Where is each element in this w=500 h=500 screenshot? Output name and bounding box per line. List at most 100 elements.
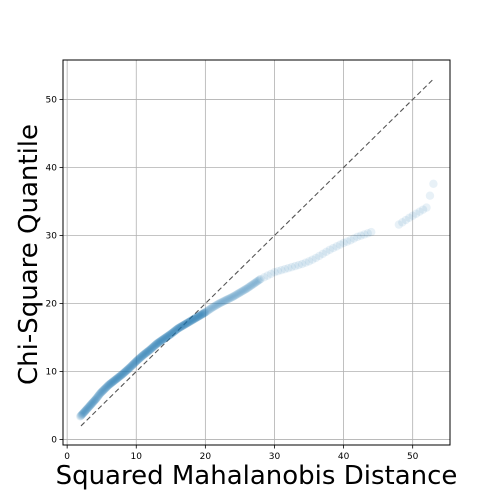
- data-point: [118, 370, 127, 379]
- data-point: [143, 347, 152, 356]
- data-point: [111, 375, 120, 384]
- data-point: [126, 362, 136, 371]
- data-point: [158, 335, 168, 344]
- data-point: [181, 319, 190, 329]
- data-point: [161, 333, 171, 342]
- data-point: [128, 361, 137, 370]
- data-point: [76, 412, 85, 421]
- data-point: [100, 385, 109, 394]
- data-point: [229, 291, 239, 301]
- data-point: [167, 329, 176, 338]
- data-point: [270, 268, 279, 277]
- data-point: [209, 302, 218, 312]
- data-point: [349, 234, 359, 243]
- data-point: [189, 315, 198, 324]
- data-point: [154, 338, 163, 347]
- data-point: [133, 356, 142, 365]
- data-point: [203, 306, 212, 316]
- data-point: [176, 322, 186, 331]
- data-point: [215, 298, 225, 308]
- data-point: [106, 378, 116, 388]
- data-point: [322, 247, 331, 257]
- data-point: [398, 218, 407, 227]
- data-point: [82, 404, 92, 414]
- data-point: [335, 240, 345, 249]
- data-point: [116, 371, 125, 381]
- data-point: [174, 323, 184, 333]
- data-point: [88, 398, 97, 408]
- x-tick-label: 40: [338, 452, 350, 462]
- data-point: [311, 253, 321, 263]
- data-point: [184, 317, 194, 327]
- data-point: [110, 376, 119, 385]
- data-point: [195, 311, 205, 320]
- data-point: [315, 251, 324, 261]
- data-point: [171, 326, 180, 335]
- data-point: [129, 360, 138, 369]
- data-point: [422, 203, 431, 212]
- data-point: [91, 394, 101, 403]
- data-point: [151, 340, 160, 350]
- data-point: [94, 391, 103, 400]
- x-axis-title: Squared Mahalanobis Distance: [56, 461, 458, 491]
- data-point: [230, 291, 240, 300]
- data-point: [221, 295, 231, 305]
- data-point: [254, 276, 263, 285]
- data-point: [161, 333, 170, 343]
- data-point: [168, 328, 177, 338]
- data-point: [174, 323, 183, 333]
- data-point: [131, 358, 140, 367]
- data-point: [80, 407, 89, 416]
- data-point: [144, 346, 154, 355]
- data-point: [178, 321, 188, 330]
- data-point: [149, 342, 159, 351]
- data-point: [84, 403, 93, 412]
- data-point: [342, 237, 352, 246]
- data-point: [367, 227, 376, 237]
- data-point: [138, 351, 147, 360]
- data-point: [256, 274, 265, 284]
- data-point: [180, 320, 190, 329]
- data-point: [167, 329, 176, 338]
- data-point: [89, 397, 98, 407]
- data-point: [136, 353, 145, 362]
- grid: [63, 60, 450, 445]
- data-point: [159, 335, 168, 344]
- data-point: [185, 317, 195, 326]
- data-point: [214, 299, 224, 308]
- data-point: [186, 316, 195, 326]
- reference-line-layer: [80, 78, 434, 427]
- data-point: [246, 281, 255, 291]
- x-tick-label: 0: [64, 452, 70, 462]
- data-point: [91, 395, 100, 405]
- data-point: [243, 283, 253, 293]
- data-point: [193, 312, 203, 321]
- data-point: [226, 293, 236, 302]
- data-point: [220, 296, 230, 305]
- data-point: [284, 263, 293, 273]
- data-point: [250, 278, 259, 288]
- x-tick-label: 10: [131, 452, 143, 462]
- data-point: [196, 310, 206, 320]
- data-point: [159, 334, 169, 344]
- data-point: [294, 260, 303, 270]
- data-point: [213, 299, 223, 309]
- data-point: [154, 338, 164, 347]
- data-point: [187, 316, 197, 325]
- data-point: [158, 335, 167, 345]
- data-point: [79, 408, 89, 417]
- data-point: [429, 179, 438, 188]
- data-point: [112, 374, 121, 384]
- data-point: [97, 387, 107, 396]
- data-point: [139, 350, 149, 359]
- data-point: [202, 307, 211, 316]
- data-point: [235, 288, 245, 297]
- data-point: [180, 320, 189, 329]
- data-point: [259, 273, 269, 282]
- data-point: [140, 349, 150, 358]
- x-tick-label: 50: [407, 452, 419, 462]
- data-point: [199, 309, 208, 318]
- data-point: [95, 389, 104, 399]
- data-point: [224, 294, 234, 303]
- data-point: [170, 327, 179, 336]
